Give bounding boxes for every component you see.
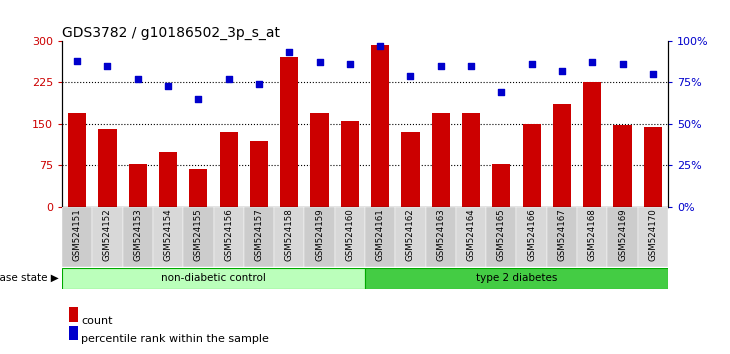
Bar — [583, 82, 602, 207]
Point — [223, 76, 234, 82]
Bar — [396, 207, 426, 267]
Bar — [426, 207, 456, 267]
Bar — [250, 141, 268, 207]
Point — [253, 81, 265, 87]
Point — [526, 61, 537, 67]
Bar — [62, 207, 93, 267]
Point — [72, 58, 83, 63]
Text: non-diabetic control: non-diabetic control — [161, 273, 266, 283]
Text: GSM524163: GSM524163 — [437, 208, 445, 261]
Point — [162, 83, 174, 88]
Bar — [280, 57, 299, 207]
Bar — [613, 125, 631, 207]
Bar — [68, 113, 86, 207]
Text: GSM524167: GSM524167 — [558, 208, 566, 261]
Text: GDS3782 / g10186502_3p_s_at: GDS3782 / g10186502_3p_s_at — [62, 26, 280, 40]
Text: GSM524153: GSM524153 — [134, 208, 142, 261]
Bar — [189, 169, 207, 207]
Point — [404, 73, 416, 79]
Text: GSM524162: GSM524162 — [406, 208, 415, 261]
Point — [496, 90, 507, 95]
Point — [556, 68, 568, 74]
Bar — [159, 152, 177, 207]
Bar — [62, 268, 365, 289]
Bar — [644, 127, 662, 207]
Text: GSM524158: GSM524158 — [285, 208, 293, 261]
Text: GSM524154: GSM524154 — [164, 208, 172, 261]
Text: GSM524160: GSM524160 — [345, 208, 354, 261]
Text: type 2 diabetes: type 2 diabetes — [476, 273, 557, 283]
Text: GSM524166: GSM524166 — [527, 208, 536, 261]
Point — [101, 63, 113, 69]
Bar — [431, 113, 450, 207]
Bar — [365, 268, 668, 289]
Bar — [638, 207, 668, 267]
Point — [193, 96, 204, 102]
Bar — [607, 207, 638, 267]
Point — [617, 61, 629, 67]
Point — [465, 63, 477, 69]
Bar — [577, 207, 607, 267]
Bar — [123, 207, 153, 267]
Point — [314, 59, 326, 65]
Bar — [220, 132, 238, 207]
Bar — [523, 124, 541, 207]
Text: count: count — [81, 316, 112, 326]
Bar — [492, 164, 510, 207]
Point — [435, 63, 447, 69]
Point — [344, 61, 356, 67]
Bar — [371, 45, 389, 207]
Bar — [93, 207, 123, 267]
Bar — [310, 113, 328, 207]
Point — [586, 59, 598, 65]
Text: GSM524170: GSM524170 — [648, 208, 657, 261]
Bar — [244, 207, 274, 267]
Bar — [341, 121, 359, 207]
Text: GSM524151: GSM524151 — [73, 208, 82, 261]
Text: GSM524165: GSM524165 — [497, 208, 506, 261]
Point — [647, 71, 658, 77]
Text: percentile rank within the sample: percentile rank within the sample — [81, 334, 269, 344]
Bar — [365, 207, 396, 267]
Point — [374, 43, 386, 48]
Text: GSM524161: GSM524161 — [376, 208, 385, 261]
Text: GSM524152: GSM524152 — [103, 208, 112, 261]
Text: GSM524164: GSM524164 — [466, 208, 475, 261]
Bar — [402, 132, 420, 207]
Bar — [304, 207, 335, 267]
Bar — [553, 104, 571, 207]
Bar — [335, 207, 365, 267]
Bar — [456, 207, 486, 267]
Text: disease state ▶: disease state ▶ — [0, 273, 58, 283]
Text: GSM524157: GSM524157 — [255, 208, 264, 261]
Bar — [547, 207, 577, 267]
Bar — [153, 207, 183, 267]
Point — [283, 50, 295, 55]
Bar — [183, 207, 214, 267]
Text: GSM524159: GSM524159 — [315, 208, 324, 261]
Bar — [486, 207, 517, 267]
Text: GSM524168: GSM524168 — [588, 208, 596, 261]
Point — [132, 76, 144, 82]
Bar — [274, 207, 304, 267]
Text: GSM524169: GSM524169 — [618, 208, 627, 261]
Bar — [462, 113, 480, 207]
Bar — [99, 130, 117, 207]
Bar — [214, 207, 244, 267]
Bar — [517, 207, 547, 267]
Bar — [128, 164, 147, 207]
Text: GSM524155: GSM524155 — [194, 208, 203, 261]
Text: GSM524156: GSM524156 — [224, 208, 233, 261]
